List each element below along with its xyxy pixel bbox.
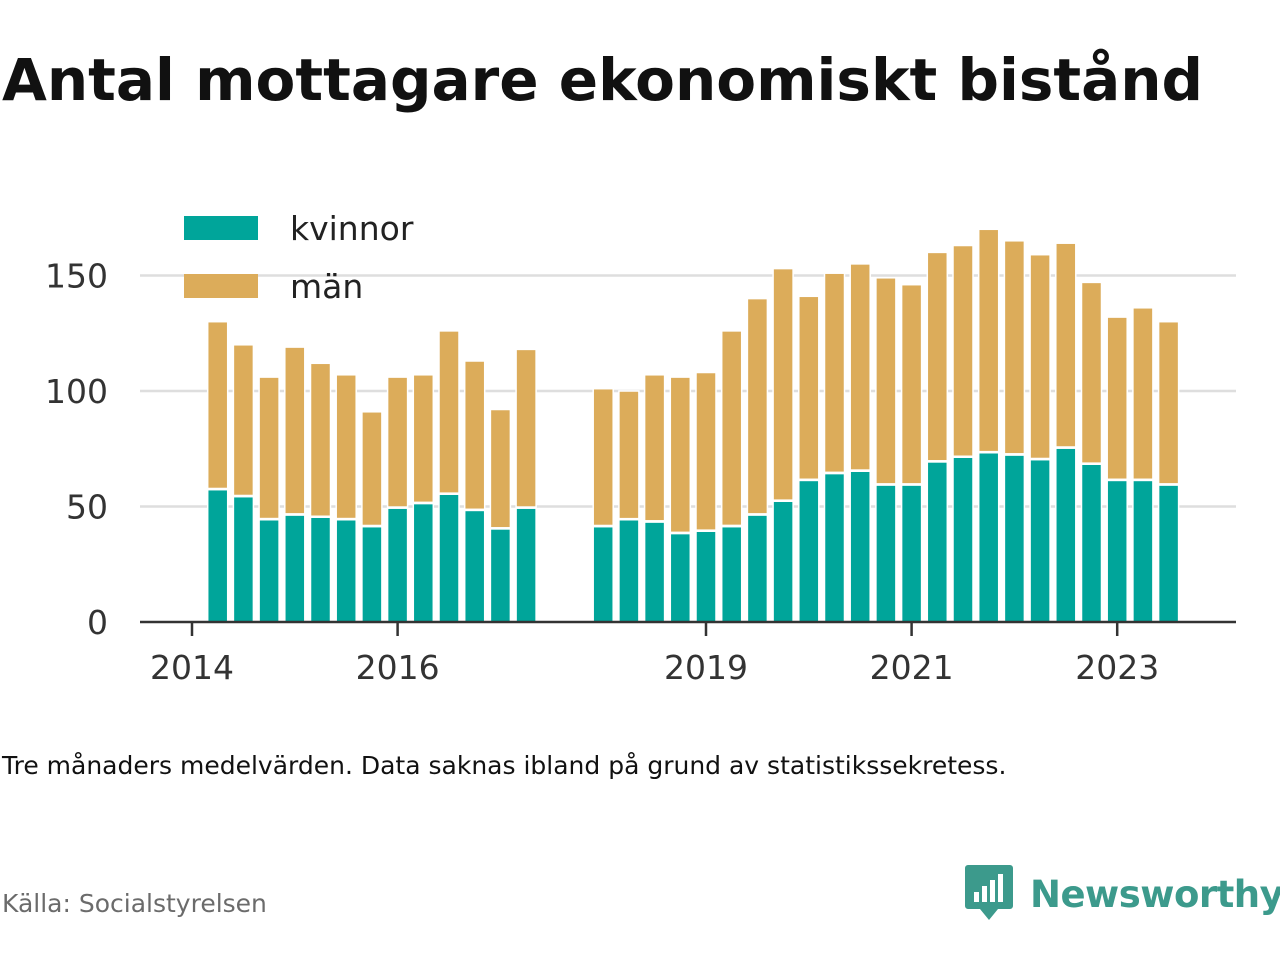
bar-man: [747, 298, 768, 514]
bar-man: [850, 263, 871, 470]
bar-kvinnor: [387, 508, 408, 622]
bar-man: [593, 388, 614, 525]
bar-kvinnor: [618, 520, 639, 622]
bar-kvinnor: [824, 474, 845, 622]
bar-kvinnor: [413, 504, 434, 622]
bar-man: [773, 268, 794, 500]
chart-footnote: Tre månaders medelvärden. Data saknas ib…: [2, 751, 1007, 780]
bar-man: [644, 374, 665, 521]
bar-kvinnor: [336, 520, 357, 622]
x-axis-ticks: 2014 2016 2019 2021 2023: [150, 622, 1159, 687]
x-tick-label: 2019: [664, 648, 748, 687]
newsworthy-logo-icon: [964, 862, 1014, 926]
bar-man: [1158, 321, 1179, 484]
x-tick-label: 2014: [150, 648, 234, 687]
bar-kvinnor: [798, 481, 819, 622]
bar-man: [490, 409, 511, 528]
bar-man: [927, 252, 948, 461]
y-tick-label: 0: [87, 603, 108, 642]
bar-man: [336, 374, 357, 518]
bar-kvinnor: [233, 497, 254, 622]
bar-kvinnor: [901, 485, 922, 622]
bar-man: [207, 321, 228, 488]
brand-name: Newsworthy: [1030, 872, 1280, 916]
y-tick-label: 100: [45, 372, 108, 411]
bar-marks: [206, 228, 1180, 623]
bar-kvinnor: [773, 501, 794, 622]
bar-man: [798, 296, 819, 479]
bar-kvinnor: [516, 508, 537, 622]
bar-kvinnor: [721, 527, 742, 622]
bar-man: [824, 273, 845, 472]
bar-man: [1081, 282, 1102, 463]
bar-kvinnor: [464, 511, 485, 622]
bar-kvinnor: [927, 462, 948, 622]
bar-man: [978, 229, 999, 451]
bar-man: [516, 349, 537, 507]
bar-man: [361, 411, 382, 525]
bar-man: [464, 361, 485, 509]
bar-kvinnor: [259, 520, 280, 622]
x-tick-label: 2021: [870, 648, 954, 687]
legend-label-man: män: [290, 267, 363, 306]
source-credit: Källa: Socialstyrelsen: [2, 889, 267, 918]
bar-kvinnor: [1081, 464, 1102, 622]
bar-kvinnor: [490, 529, 511, 622]
bar-man: [1004, 240, 1025, 454]
bar-man: [259, 377, 280, 518]
bar-man: [953, 245, 973, 456]
bar-kvinnor: [953, 458, 973, 622]
chart-title: Antal mottagare ekonomiskt bistånd: [2, 46, 1204, 114]
y-tick-label: 50: [66, 488, 108, 527]
bar-kvinnor: [1107, 481, 1128, 622]
bar-man: [387, 377, 408, 507]
bar-kvinnor: [439, 494, 459, 622]
stacked-bar-chart: 0 50 100 150 2014 2016 2019 2021 2023 kvinnor m…: [45, 209, 1236, 687]
bar-kvinnor: [850, 471, 871, 622]
bar-man: [875, 277, 896, 484]
bar-kvinnor: [1055, 448, 1076, 623]
newsworthy-brand: Newsworthy: [964, 862, 1280, 926]
bar-kvinnor: [747, 515, 768, 622]
bar-man: [1055, 243, 1076, 447]
bar-man: [233, 344, 254, 495]
bar-man: [284, 347, 305, 514]
bar-kvinnor: [670, 534, 691, 622]
bar-kvinnor: [593, 527, 614, 622]
bar-kvinnor: [207, 490, 228, 622]
bar-kvinnor: [1158, 485, 1179, 622]
bar-kvinnor: [1030, 460, 1051, 622]
legend-swatch-man: [184, 274, 258, 298]
bar-man: [1030, 254, 1051, 458]
bar-man: [618, 391, 639, 518]
bar-kvinnor: [310, 518, 331, 622]
bar-kvinnor: [696, 531, 716, 622]
x-tick-label: 2016: [356, 648, 440, 687]
bar-man: [439, 330, 459, 493]
bar-kvinnor: [361, 527, 382, 622]
bar-kvinnor: [1132, 481, 1153, 622]
bar-man: [901, 284, 922, 484]
x-tick-label: 2023: [1075, 648, 1159, 687]
legend-label-kvinnor: kvinnor: [290, 209, 414, 248]
legend: kvinnor män: [184, 209, 414, 306]
bar-man: [1107, 317, 1128, 479]
bar-kvinnor: [1004, 455, 1025, 622]
bar-man: [1132, 307, 1153, 479]
bar-kvinnor: [875, 485, 896, 622]
bar-man: [670, 377, 691, 532]
bar-man: [721, 330, 742, 525]
bar-man: [696, 372, 716, 530]
bar-man: [413, 374, 434, 502]
legend-swatch-kvinnor: [184, 216, 258, 240]
y-tick-label: 150: [45, 257, 108, 296]
y-axis-tick-labels: 0 50 100 150: [45, 257, 108, 643]
bar-kvinnor: [978, 453, 999, 622]
bar-kvinnor: [644, 522, 665, 622]
bar-man: [310, 363, 331, 516]
bar-kvinnor: [284, 515, 305, 622]
